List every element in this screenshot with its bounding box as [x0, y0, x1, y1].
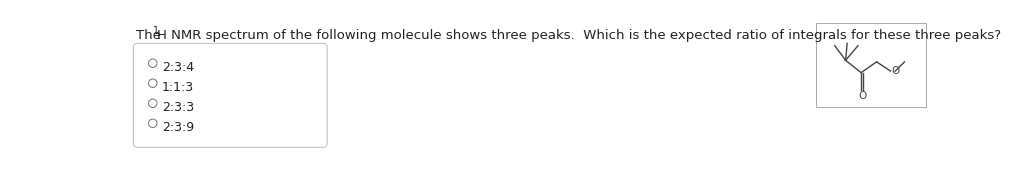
- Text: 2:3:9: 2:3:9: [162, 121, 194, 134]
- Circle shape: [148, 99, 157, 107]
- Text: O: O: [891, 66, 899, 76]
- Circle shape: [148, 79, 157, 88]
- Circle shape: [148, 59, 157, 67]
- Text: O: O: [858, 91, 866, 101]
- Text: H NMR spectrum of the following molecule shows three peaks.  Which is the expect: H NMR spectrum of the following molecule…: [156, 29, 1001, 42]
- Bar: [816, 23, 926, 106]
- Text: 2:3:4: 2:3:4: [162, 61, 194, 74]
- Text: 2:3:3: 2:3:3: [162, 101, 194, 114]
- Text: 1: 1: [152, 26, 159, 37]
- FancyBboxPatch shape: [134, 43, 327, 147]
- Text: 1:1:3: 1:1:3: [162, 81, 194, 94]
- Text: The: The: [136, 29, 165, 42]
- Circle shape: [148, 119, 157, 127]
